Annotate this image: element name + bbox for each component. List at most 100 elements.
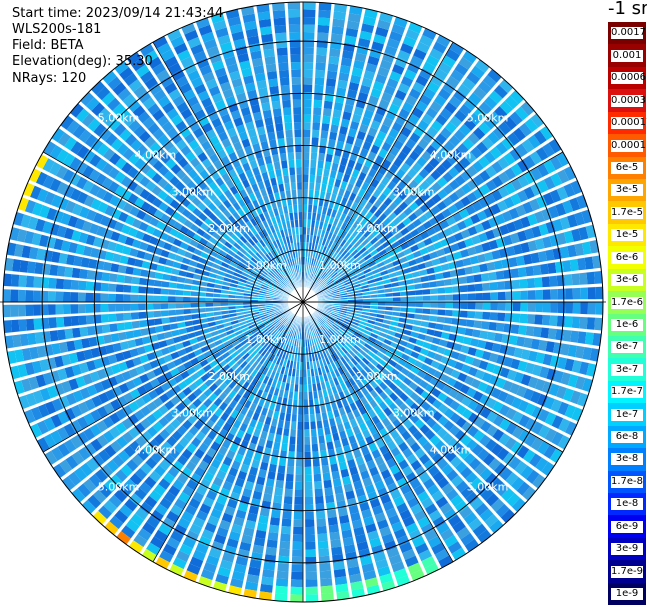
- data-cell: [274, 487, 284, 496]
- data-cell: [489, 281, 498, 291]
- data-cell: [360, 207, 369, 217]
- data-cell: [367, 350, 376, 358]
- data-cell: [406, 167, 418, 179]
- data-cell: [303, 137, 311, 145]
- data-cell: [373, 137, 384, 148]
- data-cell: [310, 250, 314, 258]
- data-cell: [571, 273, 580, 286]
- data-cell: [374, 26, 389, 38]
- data-cell: [399, 42, 414, 55]
- data-cell: [334, 393, 341, 402]
- data-cell: [523, 253, 533, 265]
- data-cell: [545, 220, 556, 234]
- data-cell: [100, 303, 109, 313]
- data-cell: [474, 222, 485, 234]
- data-cell: [314, 488, 324, 497]
- data-cell: [298, 391, 303, 400]
- data-cell: [18, 274, 27, 288]
- data-cell: [480, 272, 490, 282]
- data-cell: [460, 434, 472, 446]
- data-cell: [365, 257, 374, 264]
- data-cell: [305, 526, 316, 535]
- data-cell: [363, 229, 372, 238]
- data-cell: [333, 102, 344, 111]
- data-cell: [517, 230, 527, 242]
- data-cell: [426, 267, 435, 275]
- data-cell: [478, 232, 488, 243]
- data-cell: [429, 308, 438, 315]
- data-cell: [370, 305, 378, 310]
- data-cell: [340, 273, 349, 280]
- colorbar-swatch: 3e-5: [608, 179, 646, 202]
- range-ring-label: 1.00km: [319, 259, 361, 272]
- data-cell: [405, 94, 418, 107]
- data-cell: [360, 396, 369, 406]
- data-cell: [384, 45, 398, 56]
- data-cell: [564, 421, 578, 436]
- data-cell: [415, 295, 423, 301]
- data-cell: [479, 467, 493, 481]
- data-cell: [312, 322, 317, 330]
- data-cell: [40, 304, 49, 316]
- data-cell: [372, 80, 385, 92]
- data-cell: [340, 249, 348, 257]
- data-cell: [56, 265, 66, 277]
- data-cell: [491, 249, 501, 260]
- data-cell: [403, 347, 413, 356]
- data-cell: [473, 429, 485, 442]
- data-cell: [344, 379, 352, 389]
- data-cell: [361, 357, 370, 365]
- data-cell: [296, 436, 303, 445]
- data-cell: [303, 54, 314, 63]
- data-cell: [414, 283, 423, 290]
- data-cell: [345, 199, 354, 208]
- data-cell: [420, 275, 429, 283]
- data-cell: [274, 32, 287, 41]
- data-cell: [362, 15, 376, 26]
- data-cell: [574, 211, 585, 226]
- data-cell: [549, 355, 560, 368]
- data-cell: [464, 237, 474, 248]
- data-cell: [474, 462, 487, 476]
- data-cell: [48, 304, 56, 316]
- data-cell: [458, 276, 467, 284]
- data-cell: [175, 303, 184, 309]
- data-cell: [525, 325, 535, 337]
- data-cell: [190, 297, 199, 302]
- data-cell: [365, 484, 376, 494]
- data-cell: [175, 296, 184, 302]
- data-cell: [572, 302, 581, 314]
- data-cell: [287, 458, 295, 467]
- data-cell: [329, 394, 336, 404]
- data-cell: [485, 472, 499, 486]
- data-cell: [356, 326, 365, 333]
- data-cell: [85, 304, 94, 314]
- colorbar-swatch: 6e-8: [608, 425, 646, 449]
- data-cell: [86, 270, 96, 280]
- data-cell: [100, 282, 109, 292]
- data-cell: [261, 576, 274, 586]
- data-cell: [489, 311, 498, 321]
- data-cell: [309, 265, 313, 273]
- data-cell: [32, 290, 41, 302]
- data-cell: [458, 318, 468, 327]
- data-cell: [512, 313, 521, 323]
- data-cell: [450, 369, 461, 379]
- data-cell: [340, 57, 353, 67]
- data-cell: [394, 363, 404, 372]
- data-cell: [364, 326, 373, 332]
- data-cell: [333, 352, 340, 361]
- data-cell: [402, 548, 416, 561]
- data-cell: [499, 418, 511, 431]
- data-cell: [370, 88, 382, 99]
- data-cell: [370, 389, 379, 399]
- data-cell: [313, 473, 322, 482]
- data-cell: [280, 533, 291, 542]
- data-cell: [564, 404, 577, 419]
- data-cell: [318, 335, 324, 343]
- data-cell: [317, 533, 329, 542]
- data-cell: [329, 225, 336, 234]
- data-cell: [348, 246, 356, 254]
- data-cell: [285, 473, 294, 482]
